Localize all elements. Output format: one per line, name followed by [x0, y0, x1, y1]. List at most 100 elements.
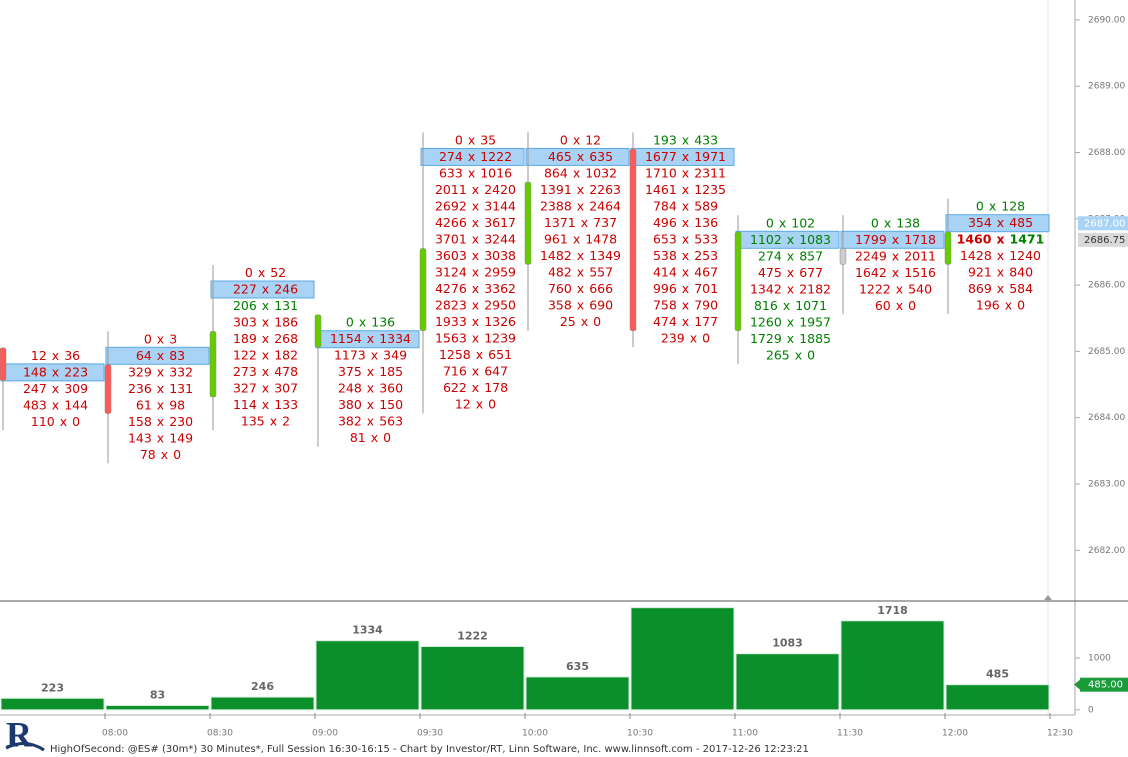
- x-tick-label: 08:00: [102, 729, 128, 739]
- separator: x: [262, 314, 269, 329]
- footprint-row: 961 x 1478: [544, 231, 617, 246]
- ask: 3144: [484, 198, 516, 213]
- separator: x: [997, 281, 1004, 296]
- footprint-row: 3603 x 3038: [435, 247, 516, 262]
- ask: 690: [589, 297, 613, 312]
- ask: 2263: [589, 181, 621, 196]
- value-tag-arrow: [1074, 679, 1080, 690]
- bid: 653: [653, 231, 677, 246]
- separator: x: [682, 313, 689, 328]
- footprint-row: 633 x 1016: [439, 165, 512, 180]
- candle-body: [524, 181, 532, 265]
- ask: 1222: [480, 148, 512, 163]
- footprint-row: 193 x 433: [653, 132, 718, 147]
- bid: 3603: [435, 247, 467, 262]
- footprint-row: 414 x 467: [653, 264, 718, 279]
- separator: x: [787, 314, 794, 329]
- bid: 0: [245, 265, 253, 280]
- y-tick-label: 2688.00: [1088, 148, 1125, 158]
- bid: 274: [758, 248, 782, 263]
- bid: 114: [233, 397, 257, 412]
- footprint-row: 0 x 52: [245, 265, 286, 280]
- bid: 496: [653, 214, 677, 229]
- ask: 35: [480, 132, 496, 147]
- footprint-row: 816 x 1071: [754, 297, 827, 312]
- separator: x: [60, 413, 67, 428]
- footprint-row: 227 x 246: [233, 281, 298, 296]
- ask: 1957: [799, 314, 831, 329]
- bid: 248: [338, 380, 362, 395]
- footprint-row: 189 x 268: [233, 331, 298, 346]
- bid: 143: [128, 430, 152, 445]
- footprint-row: 538 x 253: [653, 247, 718, 262]
- separator: x: [52, 347, 59, 362]
- separator: x: [892, 248, 899, 263]
- separator: x: [892, 231, 899, 246]
- footprint-row: 1391 x 2263: [540, 181, 621, 196]
- bid: 358: [548, 297, 572, 312]
- y-tick-label: 2682.00: [1088, 546, 1125, 556]
- footprint-row: 482 x 557: [548, 264, 613, 279]
- footprint-row: 921 x 840: [968, 264, 1033, 279]
- separator: x: [157, 347, 164, 362]
- separator: x: [262, 380, 269, 395]
- separator: x: [472, 379, 479, 394]
- y-tick-label: 2689.00: [1088, 82, 1125, 92]
- separator: x: [367, 380, 374, 395]
- ask: 268: [274, 331, 298, 346]
- footprint-row: 3124 x 2959: [435, 264, 516, 279]
- ask: 2464: [589, 198, 621, 213]
- ask: 131: [169, 380, 193, 395]
- volume-bar: [945, 684, 1050, 711]
- ask: 0: [702, 330, 710, 345]
- ask: 178: [484, 379, 508, 394]
- separator: x: [682, 198, 689, 213]
- bid: 758: [653, 297, 677, 312]
- ask: 133: [274, 397, 298, 412]
- footprint-row: 483 x 144: [23, 397, 88, 412]
- separator: x: [371, 347, 378, 362]
- footprint-row: 465 x 635: [548, 148, 613, 163]
- ask: 12: [585, 132, 601, 147]
- ask: 1239: [484, 330, 516, 345]
- separator: x: [787, 231, 794, 246]
- bid: 1342: [750, 281, 782, 296]
- bid: 622: [443, 379, 467, 394]
- bid: 465: [548, 148, 572, 163]
- bid: 2388: [540, 198, 572, 213]
- footprint-row: 236 x 131: [128, 380, 193, 395]
- separator: x: [896, 281, 903, 296]
- bid: 1154: [330, 331, 362, 346]
- footprint-row: 274 x 857: [758, 248, 823, 263]
- bid: 193: [653, 132, 677, 147]
- ask: 2959: [484, 264, 516, 279]
- separator: x: [682, 247, 689, 262]
- bid: 0: [766, 215, 774, 230]
- separator: x: [1005, 297, 1012, 312]
- ask: 150: [379, 397, 403, 412]
- footprint-row: 758 x 790: [653, 297, 718, 312]
- footprint-row: 60 x 0: [875, 297, 916, 312]
- bid: 1428: [960, 248, 992, 263]
- ask: 0: [72, 413, 80, 428]
- price-tag-label: 2687.00: [1084, 218, 1125, 229]
- separator: x: [472, 280, 479, 295]
- separator: x: [577, 148, 584, 163]
- ask: 485: [1009, 215, 1033, 230]
- pane-handle[interactable]: [1044, 595, 1052, 600]
- separator: x: [690, 330, 697, 345]
- bid: 122: [233, 347, 257, 362]
- footprint-row: 496 x 136: [653, 214, 718, 229]
- separator: x: [989, 198, 996, 213]
- bid: 327: [233, 380, 257, 395]
- ask: 467: [694, 264, 718, 279]
- separator: x: [367, 364, 374, 379]
- ask: 3: [169, 331, 177, 346]
- candle-body: [104, 364, 112, 414]
- footprint-row: 0 x 102: [766, 215, 815, 230]
- separator: x: [157, 364, 164, 379]
- volume-bar: [315, 640, 420, 711]
- ask: 36: [64, 347, 80, 362]
- bid: 148: [23, 364, 47, 379]
- footprint-row: 0 x 138: [871, 215, 920, 230]
